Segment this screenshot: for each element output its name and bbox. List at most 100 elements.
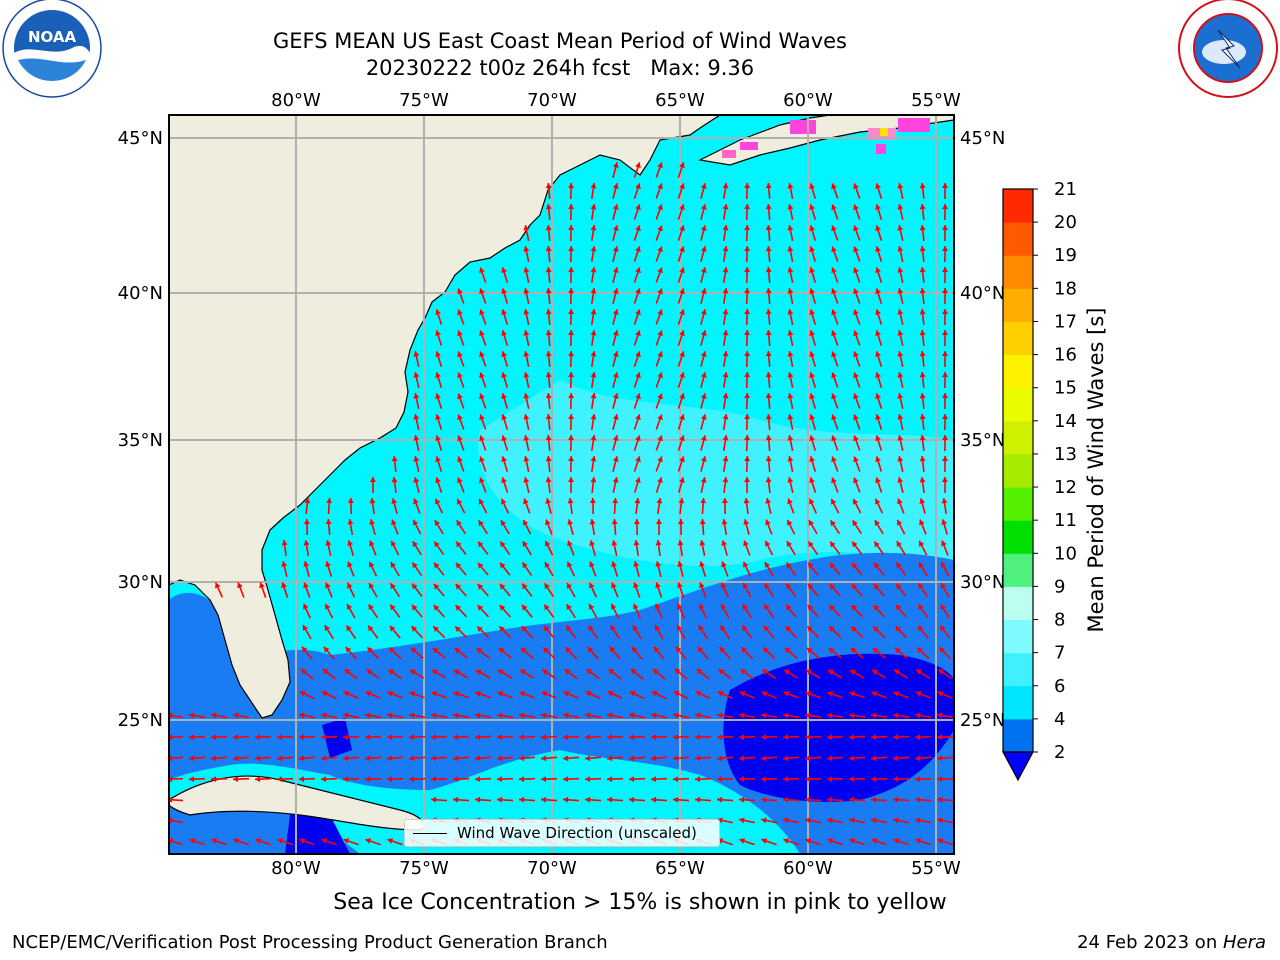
- direction-arrow: [474, 776, 492, 783]
- direction-arrow: [369, 540, 377, 556]
- colorbar-tick-label: 21: [1054, 179, 1077, 200]
- lat-tick-label-right: 40°N: [960, 283, 1005, 304]
- direction-arrow: [545, 371, 552, 389]
- direction-arrow: [853, 330, 861, 346]
- direction-arrow: [892, 755, 910, 762]
- direction-arrow: [210, 712, 228, 719]
- direction-arrow: [919, 350, 926, 368]
- direction-arrow: [875, 183, 883, 199]
- direction-arrow: [875, 477, 883, 493]
- direction-arrow: [831, 393, 839, 409]
- direction-arrow: [477, 519, 489, 535]
- direction-arrow: [545, 266, 552, 284]
- direction-arrow: [700, 435, 707, 451]
- direction-arrow: [742, 582, 752, 598]
- direction-arrow: [700, 309, 707, 325]
- direction-arrow: [765, 287, 772, 305]
- direction-arrow: [479, 477, 487, 493]
- noaa-logo-text: NOAA: [28, 28, 77, 46]
- direction-arrow: [873, 604, 885, 618]
- direction-arrow: [853, 309, 861, 325]
- colorbar-tick-label: 20: [1054, 212, 1077, 233]
- direction-arrow: [430, 796, 448, 803]
- direction-arrow: [848, 734, 866, 741]
- direction-arrow: [677, 582, 685, 598]
- direction-arrow: [477, 541, 489, 555]
- lat-tick-label-right: 45°N: [960, 128, 1005, 149]
- colorbar-segment: [1003, 288, 1033, 322]
- direction-arrow: [652, 668, 666, 680]
- direction-arrow: [497, 669, 513, 679]
- direction-arrow: [633, 582, 641, 598]
- direction-arrow: [633, 393, 641, 409]
- direction-arrow: [744, 434, 751, 452]
- direction-arrow: [787, 477, 794, 493]
- direction-arrow: [875, 225, 883, 241]
- direction-arrow: [831, 414, 839, 430]
- direction-arrow: [590, 350, 597, 368]
- direction-arrow: [298, 776, 316, 783]
- direction-arrow: [722, 308, 729, 326]
- direction-arrow: [455, 562, 467, 576]
- direction-arrow: [457, 393, 465, 409]
- direction-arrow: [633, 183, 641, 199]
- direction-arrow: [765, 455, 772, 473]
- direction-arrow: [674, 668, 688, 680]
- direction-arrow: [590, 434, 597, 452]
- direction-arrow: [807, 540, 819, 556]
- lon-tick-label-top: 60°W: [783, 90, 833, 111]
- direction-arrow: [672, 796, 690, 803]
- direction-arrow: [831, 225, 839, 241]
- direction-arrow: [897, 288, 904, 304]
- direction-arrow: [875, 372, 883, 388]
- direction-arrow: [255, 838, 271, 846]
- direction-arrow: [432, 625, 446, 639]
- direction-arrow: [567, 540, 575, 556]
- direction-arrow: [743, 540, 751, 556]
- direction-arrow: [232, 776, 250, 783]
- direction-arrow: [277, 838, 293, 846]
- direction-arrow: [347, 518, 354, 536]
- period-field-under2s-bahamas: [322, 718, 352, 758]
- direction-arrow: [936, 712, 954, 719]
- direction-arrow: [694, 796, 712, 803]
- direction-arrow: [787, 267, 794, 283]
- direction-arrow: [413, 372, 420, 388]
- direction-arrow: [942, 329, 949, 347]
- direction-arrow: [324, 603, 334, 619]
- direction-arrow: [738, 734, 756, 741]
- direction-arrow: [787, 330, 794, 346]
- direction-arrow: [590, 245, 597, 263]
- direction-arrow: [721, 518, 728, 536]
- direction-arrow: [409, 669, 425, 679]
- direction-arrow: [765, 392, 772, 410]
- direction-arrow: [568, 287, 575, 305]
- direction-arrow: [544, 540, 554, 556]
- direction-arrow: [588, 582, 598, 598]
- direction-arrow: [700, 497, 707, 515]
- direction-arrow: [805, 817, 821, 824]
- direction-arrow: [325, 561, 333, 577]
- direction-arrow: [633, 561, 640, 577]
- direction-arrow: [545, 287, 552, 305]
- direction-arrow: [521, 561, 533, 577]
- direction-arrow: [386, 776, 404, 783]
- direction-arrow: [633, 477, 641, 493]
- direction-arrow: [942, 182, 949, 200]
- direction-arrow: [474, 796, 492, 803]
- direction-arrow: [918, 540, 928, 556]
- direction-arrow: [501, 456, 509, 472]
- direction-arrow: [940, 561, 950, 577]
- direction-arrow: [873, 583, 885, 597]
- direction-arrow: [521, 583, 533, 597]
- direction-arrow: [545, 203, 552, 221]
- direction-arrow: [545, 245, 552, 263]
- direction-arrow: [874, 519, 884, 535]
- direction-arrow: [808, 498, 818, 514]
- direction-arrow: [299, 838, 315, 846]
- direction-arrow: [785, 604, 797, 618]
- direction-arrow: [347, 561, 355, 577]
- direction-arrow: [875, 330, 883, 346]
- direction-arrow: [610, 624, 620, 640]
- direction-arrow: [387, 691, 403, 699]
